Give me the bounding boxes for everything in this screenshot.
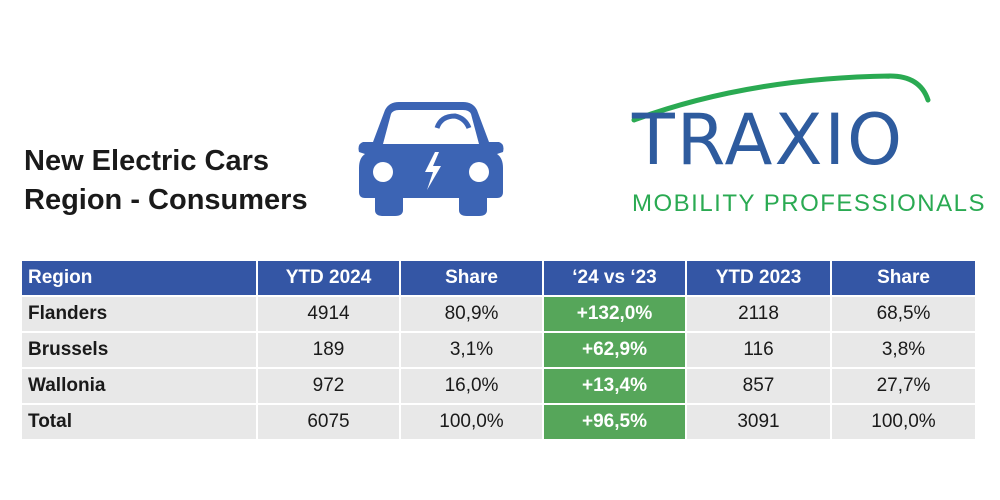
col-header-share-2024: Share: [399, 259, 544, 297]
table-row: Flanders 4914 80,9% +132,0% 2118 68,5%: [20, 295, 977, 333]
logo-tagline: MOBILITY PROFESSIONALS: [632, 190, 986, 217]
share-2024-cell: 16,0%: [399, 367, 544, 405]
page-title: New Electric Cars Region - Consumers: [24, 142, 308, 220]
col-header-share-2023: Share: [830, 259, 977, 297]
region-cell: Wallonia: [20, 367, 258, 405]
ytd-2023-cell: 116: [685, 331, 832, 369]
ytd-2023-cell: 2118: [685, 295, 832, 333]
title-line-2: Region - Consumers: [24, 184, 308, 216]
table-header-row: Region YTD 2024 Share ‘24 vs ‘23 YTD 202…: [20, 259, 977, 297]
share-2024-cell: 100,0%: [399, 403, 544, 441]
col-header-ytd-2024: YTD 2024: [256, 259, 401, 297]
share-2023-cell: 3,8%: [830, 331, 977, 369]
region-cell: Flanders: [20, 295, 258, 333]
table-row: Wallonia 972 16,0% +13,4% 857 27,7%: [20, 367, 977, 405]
ytd-2023-cell: 857: [685, 367, 832, 405]
electric-cars-table: Region YTD 2024 Share ‘24 vs ‘23 YTD 202…: [20, 259, 977, 441]
ytd-2023-cell: 3091: [685, 403, 832, 441]
region-cell: Total: [20, 403, 258, 441]
region-cell: Brussels: [20, 331, 258, 369]
table-row-total: Total 6075 100,0% +96,5% 3091 100,0%: [20, 403, 977, 441]
logo-wordmark: TRAXIO: [632, 99, 905, 181]
ytd-2024-cell: 972: [256, 367, 401, 405]
share-2023-cell: 68,5%: [830, 295, 977, 333]
share-2024-cell: 80,9%: [399, 295, 544, 333]
share-2023-cell: 27,7%: [830, 367, 977, 405]
share-2023-cell: 100,0%: [830, 403, 977, 441]
logo-swoosh: [631, 73, 931, 123]
electric-car-icon: [358, 102, 504, 216]
ytd-2024-cell: 4914: [256, 295, 401, 333]
col-header-change: ‘24 vs ‘23: [542, 259, 687, 297]
change-cell: +13,4%: [542, 367, 687, 405]
col-header-region: Region: [20, 259, 258, 297]
title-line-1: New Electric Cars: [24, 145, 270, 177]
ytd-2024-cell: 6075: [256, 403, 401, 441]
table-row: Brussels 189 3,1% +62,9% 116 3,8%: [20, 331, 977, 369]
traxio-logo: TRAXIO MOBILITY PROFESSIONALS: [628, 70, 988, 220]
col-header-ytd-2023: YTD 2023: [685, 259, 832, 297]
ytd-2024-cell: 189: [256, 331, 401, 369]
share-2024-cell: 3,1%: [399, 331, 544, 369]
change-cell: +62,9%: [542, 331, 687, 369]
change-cell: +96,5%: [542, 403, 687, 441]
change-cell: +132,0%: [542, 295, 687, 333]
